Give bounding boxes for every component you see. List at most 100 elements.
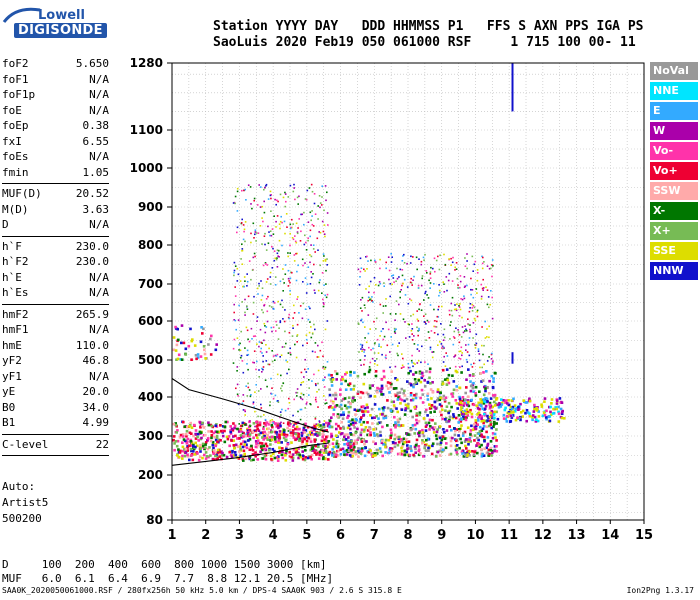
echo-point — [461, 352, 463, 354]
echo-point — [214, 430, 218, 433]
echo-point — [431, 381, 434, 384]
echo-point — [289, 227, 292, 230]
echo-point — [244, 347, 246, 349]
echo-point — [243, 230, 245, 233]
echo-point — [323, 368, 326, 370]
echo-point — [252, 422, 256, 425]
echo-point — [257, 429, 261, 432]
echo-point — [406, 447, 409, 450]
echo-point — [201, 424, 204, 428]
echo-point — [462, 431, 465, 435]
echo-point — [416, 310, 418, 312]
echo-point — [469, 429, 473, 432]
param-value: 46.8 — [82, 354, 110, 367]
echo-point — [335, 427, 338, 431]
echo-point — [486, 386, 489, 389]
echo-point — [301, 440, 304, 443]
echo-point — [263, 339, 265, 342]
echo-point — [380, 384, 384, 388]
echo-point — [495, 422, 498, 425]
echo-point — [256, 436, 259, 439]
echo-point — [347, 420, 351, 423]
echo-point — [196, 452, 199, 455]
echo-point — [258, 341, 261, 343]
echo-point — [469, 324, 471, 326]
echo-point — [551, 412, 555, 415]
echo-point — [347, 439, 350, 443]
echo-point — [314, 383, 317, 385]
echo-point — [323, 438, 327, 441]
echo-point — [313, 323, 315, 326]
echo-point — [549, 410, 552, 414]
echo-point — [193, 344, 197, 347]
echo-point — [265, 351, 268, 353]
echo-point — [289, 289, 291, 292]
echo-point — [305, 292, 308, 294]
echo-point — [255, 232, 258, 234]
echo-point — [287, 285, 290, 287]
echo-point — [472, 305, 475, 307]
echo-point — [315, 396, 317, 399]
echo-point — [543, 400, 546, 403]
echo-point — [271, 419, 273, 421]
echo-point — [257, 433, 261, 436]
echo-point — [398, 303, 400, 306]
echo-point — [330, 434, 334, 438]
echo-point — [334, 455, 338, 458]
echo-point — [275, 258, 278, 261]
echo-point — [439, 446, 443, 450]
echo-point — [212, 431, 216, 435]
echo-point — [470, 277, 472, 280]
echo-point — [339, 448, 342, 451]
echo-point — [396, 391, 400, 395]
echo-point — [440, 450, 444, 453]
echo-point — [284, 273, 287, 275]
echo-point — [315, 451, 319, 455]
echo-point — [307, 436, 310, 440]
echo-point — [522, 399, 525, 402]
y-tick-label: 500 — [138, 353, 163, 367]
echo-point — [452, 336, 455, 338]
echo-point — [488, 424, 491, 428]
echo-point — [298, 427, 301, 431]
echo-point — [273, 456, 277, 460]
echo-point — [386, 424, 389, 427]
echo-point — [453, 330, 456, 333]
echo-point — [376, 358, 378, 360]
echo-point — [214, 443, 218, 446]
echo-point — [496, 417, 500, 421]
echo-point — [429, 277, 432, 279]
echo-point — [468, 438, 472, 442]
echo-point — [434, 320, 436, 322]
echo-point — [486, 442, 490, 446]
echo-point — [480, 298, 483, 300]
echo-point — [232, 347, 235, 350]
echo-point — [400, 449, 404, 453]
echo-point — [254, 425, 256, 428]
echo-point — [429, 346, 432, 349]
echo-point — [332, 413, 335, 416]
echo-point — [367, 370, 371, 374]
echo-point — [304, 234, 306, 237]
echo-point — [266, 385, 268, 388]
echo-point — [474, 391, 477, 395]
echo-point — [441, 380, 444, 384]
echo-point — [230, 427, 234, 431]
echo-point — [452, 380, 456, 383]
echo-point — [314, 213, 317, 215]
echo-point — [398, 342, 400, 344]
echo-point — [436, 399, 439, 402]
echo-point — [249, 395, 252, 398]
y-tick-label: 400 — [138, 390, 163, 404]
echo-point — [255, 442, 258, 445]
echo-point — [472, 373, 475, 376]
echo-point — [452, 413, 455, 416]
echo-point — [297, 296, 299, 298]
echo-point — [274, 394, 277, 397]
param-value: N/A — [89, 88, 109, 101]
echo-point — [311, 333, 314, 335]
echo-point — [544, 416, 548, 419]
echo-point — [445, 383, 449, 386]
echo-point — [244, 298, 246, 301]
echo-point — [384, 451, 387, 454]
